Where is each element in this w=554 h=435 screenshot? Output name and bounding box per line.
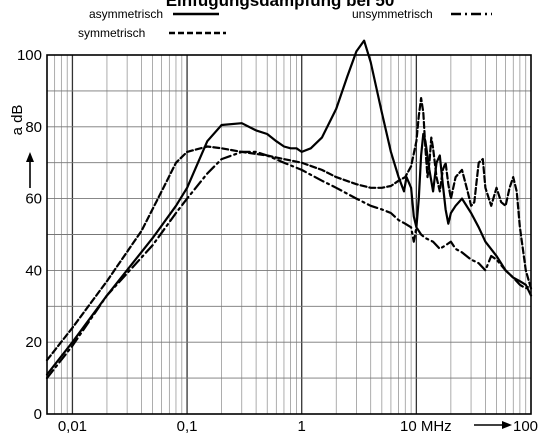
series-lines [45, 39, 533, 380]
y-axis-arrow [26, 152, 34, 188]
series-line-unsymmetrisch [45, 150, 533, 380]
x-unit-label: 10 MHz [400, 418, 452, 435]
legend-label-asymmetrisch: asymmetrisch [89, 7, 163, 21]
y-tick-label: 100 [17, 47, 42, 64]
y-tick-label: 80 [25, 119, 42, 136]
x-tick-label: 0,1 [177, 418, 198, 435]
x-tick-label: 1 [298, 418, 306, 435]
y-tick-label: 20 [25, 334, 42, 351]
legend: asymmetrisch symmetrisch unsymmetrisch [78, 7, 492, 40]
chart-title: Einfügungsdämpfung bei 50 [166, 0, 395, 10]
y-tick-label: 40 [25, 262, 42, 279]
x-end-label: 100 [513, 418, 538, 435]
legend-label-unsymmetrisch: unsymmetrisch [352, 7, 433, 21]
y-tick-label: 60 [25, 191, 42, 208]
y-axis-label: a dB [9, 105, 26, 136]
plot-frame [46, 54, 532, 415]
tick-labels: 0 20 40 60 80 100 0,01 0,1 1 [17, 47, 306, 435]
series-line-asymmetrisch [45, 39, 533, 376]
grid [47, 55, 531, 414]
series-line-symmetrisch [45, 97, 533, 362]
x-axis-arrow [474, 421, 512, 429]
y-tick-label: 0 [34, 406, 42, 423]
x-tick-label: 0,01 [58, 418, 87, 435]
legend-label-symmetrisch: symmetrisch [78, 26, 145, 40]
